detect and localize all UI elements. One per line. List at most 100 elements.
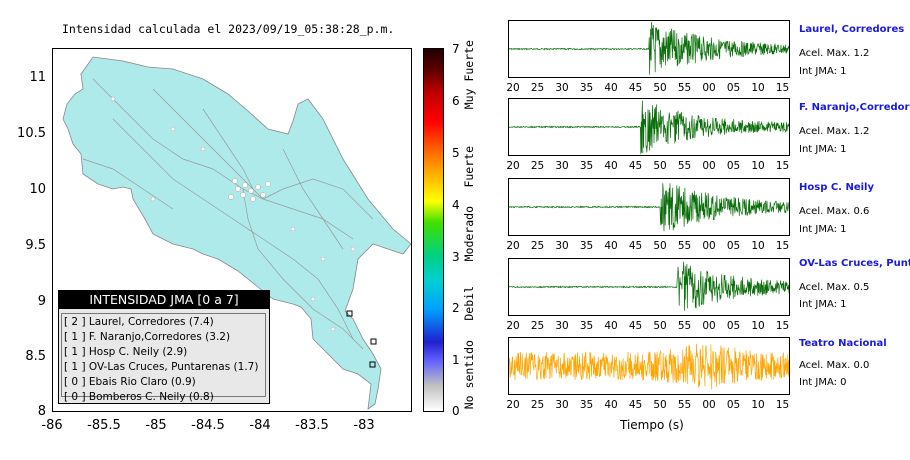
station-accel: Acel. Max. 0.0 [799, 360, 870, 371]
station-name[interactable]: Teatro Nacional [799, 338, 887, 349]
time-axis: 20 25 30 35 40 45 50 55 00 05 10 15 [506, 399, 790, 413]
time-tick: 35 [579, 399, 594, 411]
time-axis: 20 25 30 35 40 45 50 55 00 05 10 15 [506, 240, 790, 254]
waveform-line [508, 100, 790, 155]
seismogram-trace[interactable] [508, 178, 790, 236]
time-tick: 00 [702, 160, 716, 172]
colorbar-label: Moderado [462, 206, 476, 262]
legend-row: [ 1 ] F. Naranjo,Corredores (3.2) [64, 331, 231, 343]
station-squares [346, 310, 377, 368]
time-axis: 20 25 30 35 40 45 50 55 00 05 10 15 [506, 320, 790, 334]
waveform [508, 21, 790, 75]
time-tick: 00 [702, 240, 716, 252]
time-tick: 45 [628, 160, 643, 172]
time-tick: 05 [726, 82, 741, 94]
time-tick: 45 [628, 82, 643, 94]
map-y-tick: 10.5 [17, 126, 46, 141]
time-tick: 30 [555, 399, 569, 411]
time-tick: 40 [604, 82, 618, 94]
time-tick: 15 [775, 82, 790, 94]
map-y-tick: 9 [37, 294, 46, 309]
map-x-tick: -83 [353, 418, 375, 433]
waveform-line [508, 21, 790, 75]
colorbar-label: Fuerte [462, 146, 476, 188]
time-tick: 25 [530, 82, 545, 94]
station-intensity: Int JMA: 1 [799, 224, 847, 235]
waveform [508, 100, 790, 155]
time-tick: 40 [604, 320, 618, 332]
legend-row: [ 1 ] OV-Las Cruces, Puntarenas (1.7) [64, 361, 259, 373]
legend-row: [ 0 ] Ebais Rio Claro (0.9) [64, 376, 196, 388]
map-x-tick: -83.5 [295, 418, 329, 433]
colorbar-label: Muy Fuerte [462, 40, 476, 110]
station-name[interactable]: Laurel, Corredores [799, 24, 905, 35]
colorbar-tick: 6 [452, 94, 460, 108]
waveform [508, 183, 790, 232]
station-accel: Acel. Max. 1.2 [799, 48, 870, 59]
station-accel: Acel. Max. 0.5 [799, 282, 870, 293]
station-name[interactable]: F. Naranjo,Corredores [799, 102, 910, 113]
time-tick: 50 [653, 240, 667, 252]
seismogram-trace[interactable] [508, 20, 790, 78]
time-tick: 55 [677, 320, 692, 332]
time-axis-label: Tiempo (s) [620, 418, 684, 432]
map-y-tick: 9.5 [25, 238, 46, 253]
legend-row: [ 2 ] Laurel, Corredores (7.4) [64, 316, 214, 328]
road-network [82, 78, 374, 350]
map-x-tick: -85 [145, 418, 167, 433]
time-axis: 20 25 30 35 40 45 50 55 00 05 10 15 [506, 82, 790, 96]
time-tick: 35 [579, 160, 594, 172]
waveform [508, 343, 790, 390]
time-tick: 05 [726, 160, 741, 172]
time-tick: 10 [751, 160, 765, 172]
station-name[interactable]: Hosp C. Neily [799, 182, 874, 193]
legend-row: [ 0 ] Bomberos C. Neily (0.8) [64, 391, 214, 403]
legend-header: INTENSIDAD JMA [0 a 7] [59, 291, 269, 309]
time-tick: 30 [555, 320, 569, 332]
time-tick: 25 [530, 399, 545, 411]
time-axis: 20 25 30 35 40 45 50 55 00 05 10 15 [506, 160, 790, 174]
colorbar-label: Debil [462, 286, 476, 321]
time-tick: 25 [530, 160, 545, 172]
map-y-tick: 10 [29, 182, 46, 197]
colorbar-tick: 1 [452, 353, 460, 367]
station-intensity: Int JMA: 0 [799, 377, 847, 388]
seismogram-trace[interactable] [508, 98, 790, 156]
legend-row: [ 1 ] Hosp C. Neily (2.9) [64, 346, 188, 358]
station-intensity: Int JMA: 1 [799, 299, 847, 310]
map-y-tick: 11 [29, 70, 46, 85]
map-title: Intensidad calculada el 2023/09/19_05:38… [62, 22, 395, 36]
legend-rows: [ 2 ] Laurel, Corredores (7.4) [ 1 ] F. … [61, 313, 266, 403]
time-tick: 50 [653, 399, 667, 411]
time-tick: 15 [775, 399, 790, 411]
colorbar-tick: 2 [452, 301, 460, 315]
time-tick: 35 [579, 82, 594, 94]
time-tick: 35 [579, 240, 594, 252]
station-intensity: Int JMA: 1 [799, 144, 847, 155]
time-tick: 30 [555, 82, 569, 94]
time-tick: 35 [579, 320, 594, 332]
station-accel: Acel. Max. 1.2 [799, 126, 870, 137]
time-tick: 55 [677, 240, 692, 252]
time-tick: 30 [555, 240, 569, 252]
time-tick: 05 [726, 399, 741, 411]
colorbar-tick: 4 [452, 198, 460, 212]
colorbar-tick: 3 [452, 250, 460, 264]
time-tick: 55 [677, 160, 692, 172]
waveform-line [508, 261, 790, 311]
time-tick: 45 [628, 240, 643, 252]
time-tick: 30 [555, 160, 569, 172]
time-tick: 10 [751, 320, 765, 332]
time-tick: 55 [677, 399, 692, 411]
time-tick: 10 [751, 82, 765, 94]
station-name[interactable]: OV-Las Cruces, Puntar [799, 258, 910, 269]
station-dots [110, 96, 356, 332]
time-tick: 40 [604, 399, 618, 411]
time-tick: 50 [653, 160, 667, 172]
time-tick: 15 [775, 240, 790, 252]
time-tick: 15 [775, 320, 790, 332]
time-tick: 00 [702, 399, 716, 411]
waveform-line [508, 343, 790, 390]
seismogram-trace[interactable] [508, 337, 790, 395]
seismogram-trace[interactable] [508, 258, 790, 316]
